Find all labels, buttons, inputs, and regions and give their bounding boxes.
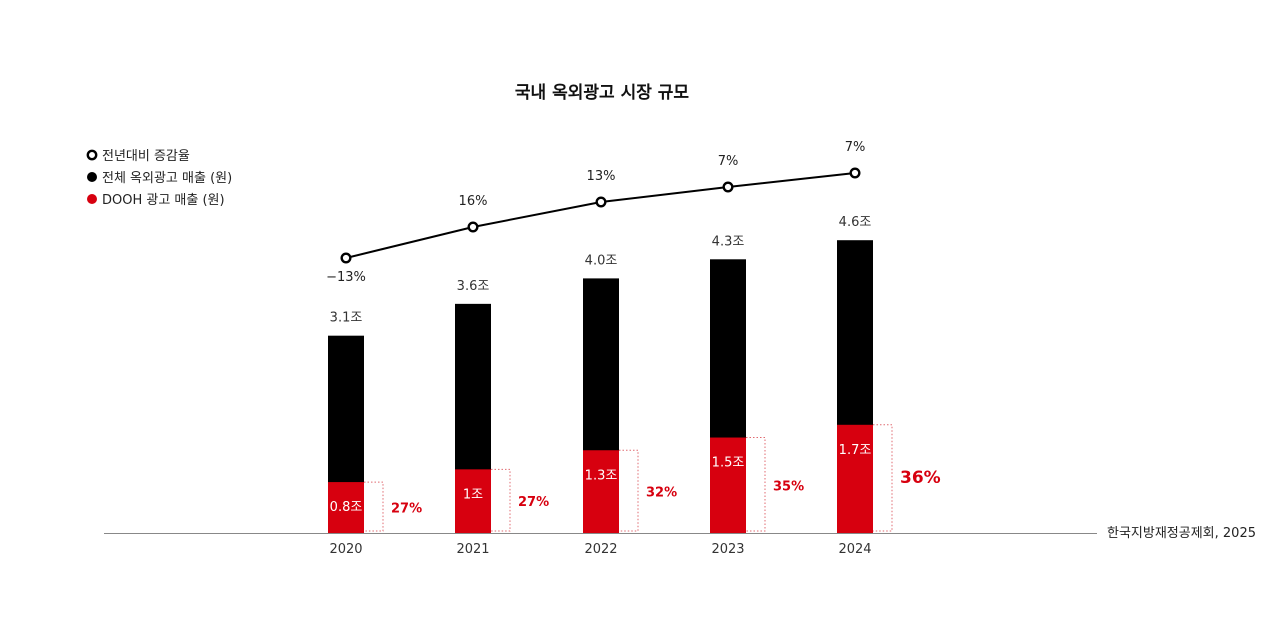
dooh-value-label: 1.3조 [585,468,618,483]
growth-value-label: 13% [587,169,616,184]
dooh-share-label: 32% [646,486,677,501]
total-value-label: 4.0조 [585,253,618,268]
dooh-share-bracket [746,437,766,532]
growth-point [722,181,734,193]
dooh-value-label: 1.7조 [839,443,872,458]
legend-label-growth: 전년대비 증감율 [102,149,190,164]
growth-point [595,196,607,208]
total-value-label: 3.1조 [330,311,363,326]
x-tick-label: 2021 [456,542,489,557]
x-tick-label: 2023 [711,542,744,557]
dooh-share-label: 27% [518,495,549,510]
dooh-bar [455,469,491,533]
dooh-value-label: 1조 [463,487,483,502]
plot-area: 3.1조 0.8조 27% 2020 3.6조 1조 27% 2021 4.0조 1.3조 32% 2… [326,140,941,557]
growth-line [345,172,856,259]
dooh-share-label: 36% [900,468,941,488]
dooh-bar [583,450,619,533]
dooh-bar [837,424,873,533]
legend: 전년대비 증감율 전체 옥외광고 매출 (원) DOOH 광고 매출 (원) [86,149,232,208]
legend-label-dooh: DOOH 광고 매출 (원) [102,193,225,208]
legend-marker-total [87,172,97,182]
dooh-bar [328,482,364,533]
x-tick-label: 2020 [329,542,362,557]
source-note: 한국지방재정공제회, 2025 [1107,526,1256,541]
growth-value-label: −13% [326,270,366,285]
total-value-label: 3.6조 [457,279,490,294]
growth-value-label: 7% [845,140,866,155]
legend-marker-dooh [87,194,97,204]
dooh-share-bracket [364,481,384,532]
growth-point [849,167,861,179]
legend-label-total: 전체 옥외광고 매출 (원) [102,171,232,186]
chart-title: 국내 옥외광고 시장 규모 [515,83,690,103]
dooh-share-label: 35% [773,479,804,494]
legend-marker-growth [86,149,98,161]
growth-value-label: 16% [459,194,488,209]
x-tick-label: 2024 [838,542,871,557]
dooh-value-label: 0.8조 [330,500,363,515]
total-value-label: 4.6조 [839,215,872,230]
dooh-share-bracket [491,468,511,532]
dooh-share-label: 27% [391,502,422,517]
dooh-share-bracket [873,424,893,532]
dooh-bar [710,437,746,533]
total-value-label: 4.3조 [712,234,745,249]
dooh-share-bracket [619,449,639,532]
growth-point [340,252,352,264]
x-tick-label: 2022 [584,542,617,557]
dooh-value-label: 1.5조 [712,456,745,471]
growth-point [467,221,479,233]
growth-value-label: 7% [718,154,739,169]
